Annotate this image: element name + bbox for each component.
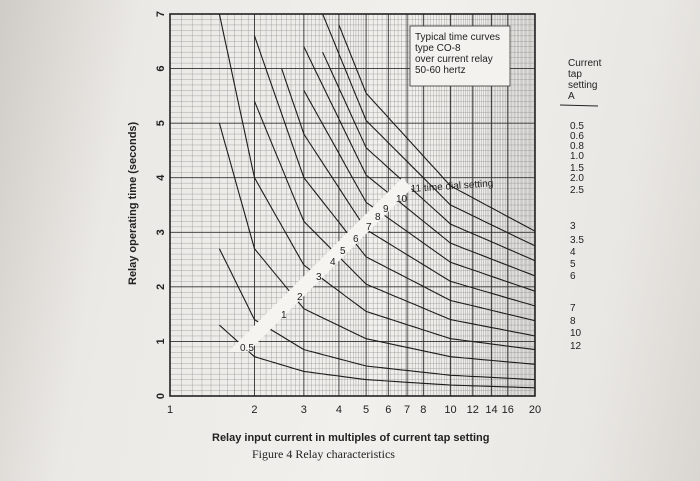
y-tick-label: 5: [155, 120, 167, 126]
tap-value: 4: [570, 247, 576, 258]
dial-number: 7: [366, 222, 372, 233]
dial-number: 1: [281, 310, 287, 321]
tap-value: 0.6: [570, 131, 584, 142]
tap-value: 0.8: [570, 141, 584, 152]
curve-dial-5: [253, 35, 536, 322]
x-tick-label: 5: [363, 404, 369, 416]
curve-dial-11: [338, 24, 536, 232]
x-tick-label: 20: [529, 404, 541, 416]
tap-value: 2.0: [570, 173, 584, 184]
x-tick-label: 10: [444, 404, 456, 416]
x-tick-label: 3: [301, 404, 307, 416]
curve-dial-8: [303, 46, 536, 277]
tap-value: 5: [570, 259, 576, 270]
x-tick-label: 7: [404, 404, 410, 416]
tap-header-line-3: setting: [568, 80, 597, 91]
dial-number: 6: [353, 234, 359, 245]
annotation-box: [409, 25, 511, 87]
dial-number: 5: [340, 246, 346, 257]
tap-header-line-4: A: [568, 91, 575, 102]
curve-dial-2: [218, 122, 536, 365]
dial-number: 2: [297, 292, 303, 303]
plot-border: [169, 13, 536, 397]
y-axis-label: Relay operating time (seconds): [127, 121, 139, 285]
tap-value: 6: [570, 271, 576, 282]
y-tick-label: 2: [155, 284, 167, 290]
y-tick-label: 0: [155, 393, 167, 399]
dial-number: 9: [383, 204, 389, 215]
y-tick-label: 7: [155, 11, 167, 17]
dial-number: 8: [375, 212, 381, 223]
tap-value: 3: [570, 221, 576, 232]
tap-value: 1.0: [570, 151, 584, 162]
annotation-line-1: Typical time curves: [415, 32, 500, 43]
dial-number: 0.5: [240, 343, 254, 354]
figure-caption: Figure 4 Relay characteristics: [252, 447, 395, 461]
x-tick-label: 6: [385, 404, 391, 416]
dial-band-shape: [228, 178, 412, 352]
curve-dial-7: [303, 90, 536, 292]
y-tick-label: 3: [155, 229, 167, 235]
curve-dial-0.5: [219, 324, 536, 389]
tap-value: 3.5: [570, 235, 584, 246]
dial-number: 10: [396, 194, 408, 205]
x-tick-label: 8: [420, 404, 426, 416]
x-tick-label: 14: [485, 404, 497, 416]
x-axis-label: Relay input current in multiples of curr…: [212, 432, 489, 444]
tap-value: 7: [570, 303, 576, 314]
tap-value: 1.5: [570, 163, 584, 174]
x-tick-label: 12: [467, 404, 479, 416]
tap-value: 0.5: [570, 121, 584, 132]
curve-dial-10: [322, 13, 536, 247]
x-tick-label: 16: [502, 404, 514, 416]
annotation-line-4: 50-60 hertz: [415, 65, 466, 76]
tap-value: 10: [570, 328, 582, 339]
tap-value: 12: [570, 341, 582, 352]
annotation-line-2: type CO-8: [415, 43, 461, 54]
dial-number: 4: [330, 257, 336, 268]
x-tick-label: 1: [167, 404, 173, 416]
x-tick-label: 4: [336, 404, 342, 416]
y-tick-label: 4: [155, 174, 167, 181]
dial-number: 3: [316, 272, 322, 283]
curve-dial-1: [218, 248, 536, 381]
current-tap-table: Current tap setting A 0.50.60.81.01.52.0…: [559, 58, 602, 352]
curve-dial-4: [253, 101, 536, 337]
x-tick-label: 2: [251, 404, 257, 416]
tap-value: 8: [570, 316, 576, 327]
annotation-line-3: over current relay: [415, 54, 493, 65]
tap-value: 2.5: [570, 185, 584, 196]
y-tick-label: 1: [155, 338, 167, 344]
y-tick-label: 6: [155, 66, 167, 72]
tap-header-line-2: tap: [568, 69, 582, 80]
curve-dial-3: [218, 13, 536, 351]
tap-header-line-1: Current: [568, 58, 602, 69]
tap-header-rule: [559, 104, 599, 107]
